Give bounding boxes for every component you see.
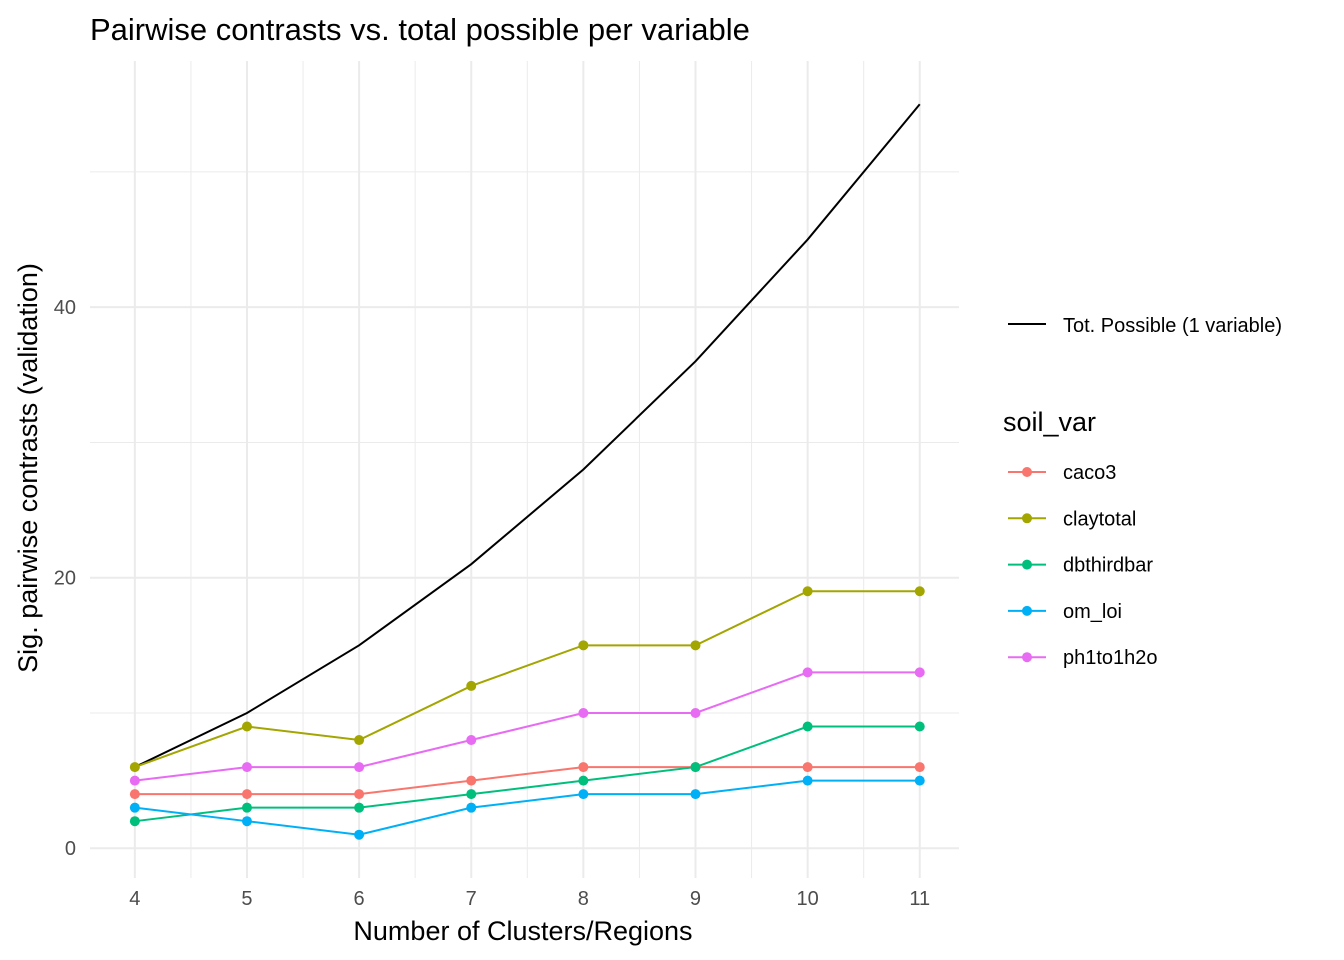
point-ph1to1h2o [129,775,140,786]
series-points [129,586,925,840]
x-tick-label: 5 [241,888,252,910]
series-line-om_loi [134,779,920,836]
point-claytotal [241,721,252,732]
x-tick-label: 11 [909,888,930,910]
legend-label-claytotal: claytotal [1063,508,1136,530]
point-claytotal [129,762,140,773]
point-caco3 [129,789,140,800]
legend-key-point-ph1to1h2o [1022,652,1032,663]
legend: Tot. Possible (1 variable) soil_var caco3 c… [1003,315,1282,669]
point-ph1to1h2o [802,667,813,678]
legend-label-ph1to1h2o: ph1to1h2o [1063,647,1158,669]
point-caco3 [914,762,925,773]
point-caco3 [354,789,365,800]
y-tick-label: 40 [54,297,76,319]
series-line-claytotal [134,590,920,769]
point-caco3 [578,762,589,773]
minor-gridlines [90,61,959,878]
point-om_loi [354,829,365,840]
legend-key-point-caco3 [1022,467,1032,477]
point-om_loi [802,775,813,786]
legend-title: soil_var [1003,407,1096,437]
x-axis-ticks: 4 5 6 7 8 9 10 11 [129,888,930,910]
series-lines [134,103,921,836]
point-claytotal [914,586,925,597]
x-axis-title: Number of Clusters/Regions [353,916,692,946]
legend-key-point-dbthirdbar [1022,559,1032,570]
series-line-ph1to1h2o [134,671,920,782]
y-axis-title: Sig. pairwise contrasts (validation) [13,263,43,673]
point-dbthirdbar [802,721,813,732]
point-dbthirdbar [578,775,589,786]
legend-key-point-claytotal [1022,513,1032,524]
chart-title: Pairwise contrasts vs. total possible pe… [90,12,750,47]
legend-label-dbthirdbar: dbthirdbar [1063,555,1153,577]
point-ph1to1h2o [241,762,252,773]
point-ph1to1h2o [354,762,365,773]
legend-label-caco3: caco3 [1063,462,1116,484]
series-line-dbthirdbar [134,725,920,823]
legend-key-point-om_loi [1022,605,1032,616]
point-om_loi [578,789,589,800]
point-dbthirdbar [466,789,477,800]
legend-label-total-possible: Tot. Possible (1 variable) [1063,315,1282,337]
y-tick-label: 0 [65,838,76,860]
point-dbthirdbar [129,816,140,827]
point-claytotal [802,586,813,597]
legend-label-om_loi: om_loi [1063,601,1122,623]
point-ph1to1h2o [914,667,925,678]
point-caco3 [802,762,813,773]
point-claytotal [354,735,365,746]
y-tick-label: 20 [54,568,76,590]
point-ph1to1h2o [690,707,701,718]
x-tick-label: 7 [466,888,477,910]
point-caco3 [466,775,477,786]
x-tick-label: 8 [578,888,589,910]
total-possible-line [134,103,921,768]
x-tick-label: 10 [797,888,819,910]
point-claytotal [690,640,701,651]
point-om_loi [690,789,701,800]
point-dbthirdbar [690,762,701,773]
point-dbthirdbar [914,721,925,732]
x-tick-label: 6 [354,888,365,910]
y-axis-ticks: 0 20 40 [54,297,76,860]
point-dbthirdbar [354,802,365,813]
point-om_loi [466,802,477,813]
point-claytotal [578,640,589,651]
point-om_loi [914,775,925,786]
major-gridlines [90,61,959,878]
series-line-caco3 [134,766,920,796]
point-ph1to1h2o [466,735,477,746]
point-caco3 [241,789,252,800]
point-om_loi [129,802,140,813]
x-tick-label: 4 [129,888,140,910]
point-claytotal [466,680,477,691]
point-ph1to1h2o [578,707,589,718]
point-dbthirdbar [241,802,252,813]
point-om_loi [241,816,252,827]
x-tick-label: 9 [690,888,701,910]
